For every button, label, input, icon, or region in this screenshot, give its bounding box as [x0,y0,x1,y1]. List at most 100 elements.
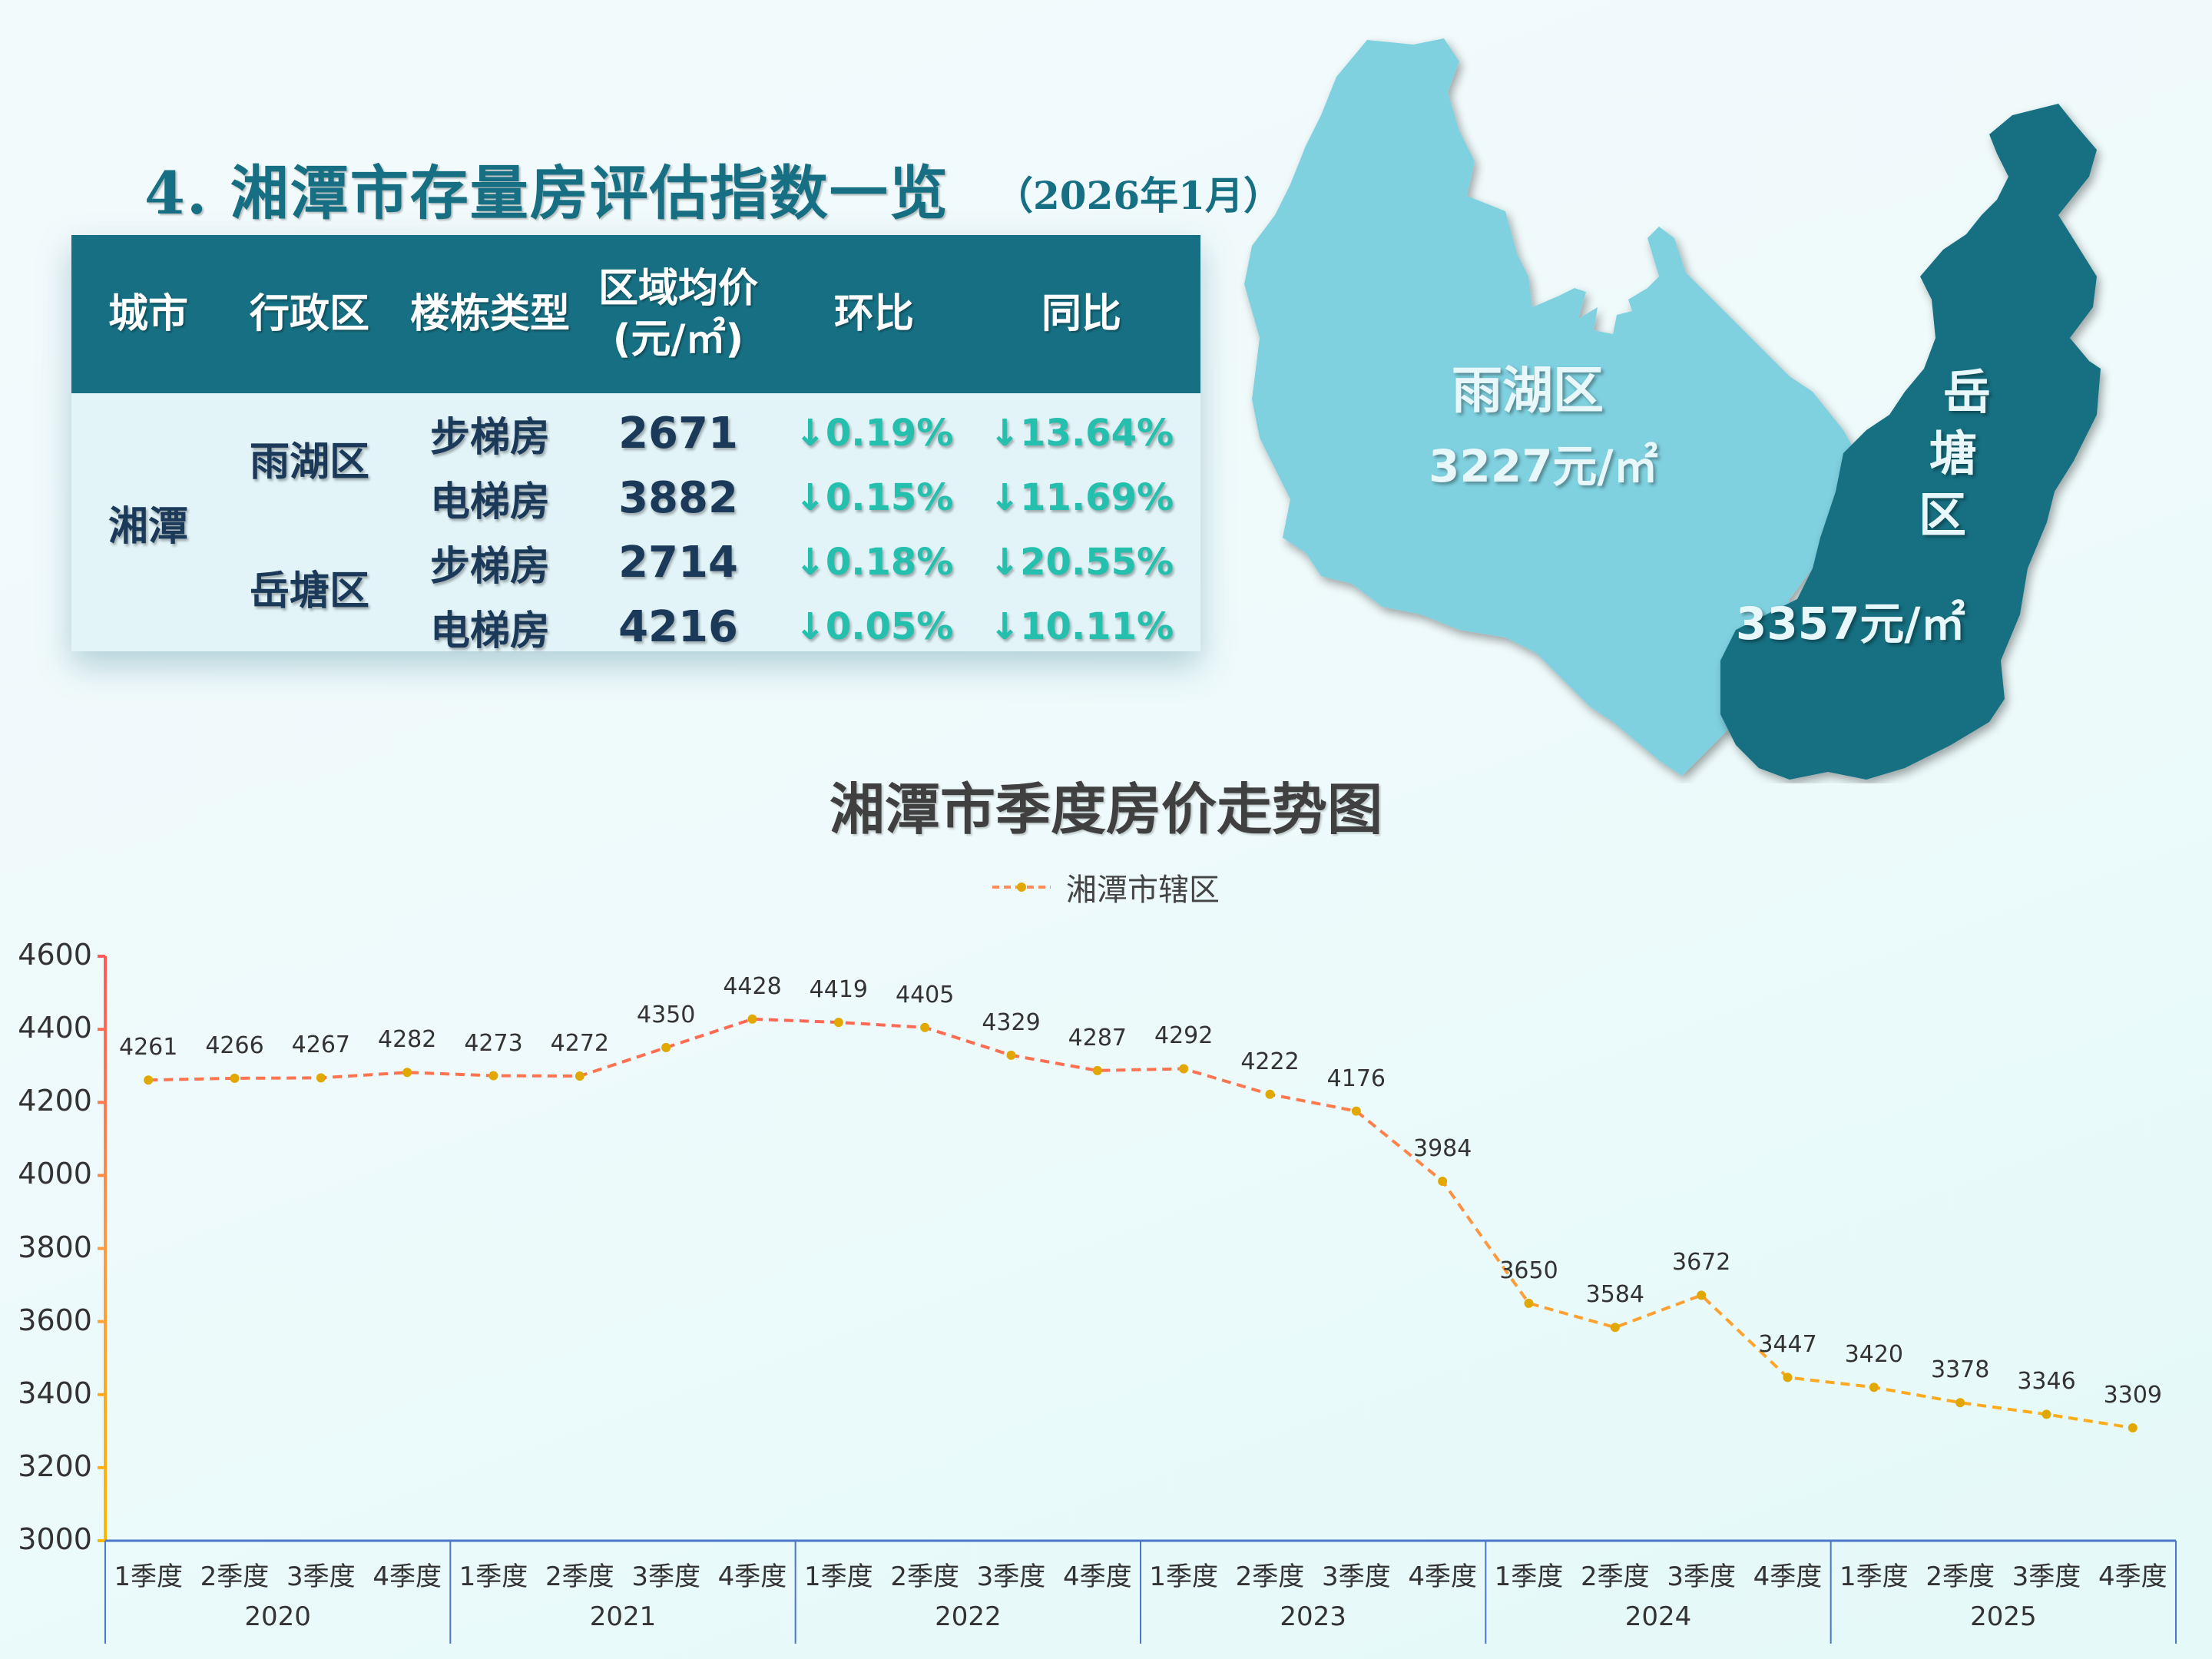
y-tick-label: 3200 [18,1449,92,1483]
cell-type: 电梯房 [429,478,550,525]
data-point[interactable] [1006,1050,1016,1060]
map-price-yuetang: 3357元/㎡ [1736,598,1965,650]
data-point[interactable] [575,1071,584,1081]
x-tick-label-quarter: 1季度 [1839,1561,1909,1592]
x-axis-year-dividers [104,1541,2177,1644]
col-building-type: 楼栋类型 [409,291,570,337]
map-label-yuetang-2: 塘 [1929,426,1978,482]
price-index-table: 城市 行政区 楼栋类型 区域均价 (元/㎡) 环比 同比 湘潭 雨湖区 岳塘区 … [71,235,1200,654]
data-label: 4428 [723,972,782,1000]
cell-mom: ↓0.15% [794,476,954,519]
y-tick-label: 3600 [18,1303,92,1337]
cell-type: 步梯房 [429,414,550,461]
x-tick-label-quarter: 4季度 [373,1561,442,1592]
data-label: 3447 [1758,1331,1817,1359]
district-map: 雨湖区 3227元/㎡ 岳 塘 区 3357元/㎡ [1229,31,2212,783]
data-point[interactable] [920,1022,930,1032]
data-point[interactable] [316,1073,326,1083]
x-tick-label-quarter: 3季度 [976,1561,1046,1592]
data-label: 4419 [809,976,869,1004]
chart-title: 湘潭市季度房价走势图 [829,777,1382,842]
x-tick-label-quarter: 1季度 [1494,1561,1564,1592]
data-point[interactable] [1869,1382,1879,1392]
data-point[interactable] [1265,1089,1275,1099]
cell-type: 电梯房 [429,608,550,654]
data-point[interactable] [402,1068,412,1078]
x-tick-label-quarter: 4季度 [2098,1561,2167,1592]
x-tick-label-quarter: 2季度 [545,1561,614,1592]
x-tick-label-quarter: 3季度 [1322,1561,1391,1592]
data-point[interactable] [2041,1409,2051,1419]
data-point[interactable] [230,1073,240,1083]
cell-mom: ↓0.05% [794,605,954,648]
data-label: 3650 [1499,1257,1558,1284]
x-tick-label-quarter: 3季度 [2012,1561,2081,1592]
data-label: 4222 [1240,1048,1300,1075]
data-point[interactable] [2128,1423,2137,1433]
map-region-yuetang[interactable] [1720,104,2101,780]
map-label-yuetang-1: 岳 [1943,364,1992,420]
col-avg-price-line1: 区域均价 [598,266,758,312]
data-point[interactable] [1438,1176,1448,1186]
data-point[interactable] [1524,1298,1534,1308]
col-mom: 环比 [833,291,914,337]
cell-yoy: ↓11.69% [988,476,1174,519]
data-label: 3378 [1930,1356,1990,1384]
cell-price: 2671 [618,408,738,459]
y-axis-ticks [98,955,105,1542]
series-line [148,1017,2134,1430]
data-point[interactable] [1610,1323,1620,1333]
data-point[interactable] [1783,1373,1793,1382]
col-avg-price-unit: (元/㎡) [612,316,744,363]
y-tick-label: 3000 [18,1522,92,1556]
x-tick-label-quarter: 3季度 [286,1561,356,1592]
y-tick-label: 3800 [18,1230,92,1264]
series-markers [144,1014,2137,1433]
data-point[interactable] [1351,1106,1361,1116]
data-point[interactable] [488,1071,498,1081]
col-yoy: 同比 [1041,291,1121,337]
x-tick-label-quarter: 4季度 [1408,1561,1477,1592]
data-label: 4287 [1068,1024,1128,1051]
x-tick-label-quarter: 1季度 [1149,1561,1218,1592]
data-point[interactable] [1697,1290,1707,1300]
data-label: 4350 [636,1001,696,1028]
data-point[interactable] [661,1042,671,1052]
cell-district: 雨湖区 [249,439,369,485]
data-point[interactable] [1179,1064,1189,1074]
data-point[interactable] [1955,1398,1965,1408]
x-tick-label-year: 2024 [1624,1601,1692,1632]
legend-label: 湘潭市辖区 [1066,873,1220,908]
cell-yoy: ↓13.64% [988,412,1174,455]
table-header: 城市 行政区 楼栋类型 区域均价 (元/㎡) 环比 同比 [71,235,1200,393]
cell-yoy: ↓20.55% [988,541,1174,584]
data-point[interactable] [1092,1065,1102,1075]
x-tick-label-quarter: 2季度 [1235,1561,1305,1592]
x-tick-label-year: 2023 [1280,1601,1346,1632]
data-label: 3672 [1671,1249,1731,1277]
x-tick-label-quarter: 2季度 [200,1561,270,1592]
data-point[interactable] [747,1014,757,1024]
map-region-yuhu[interactable] [1244,38,1866,776]
y-tick-label: 4200 [18,1084,92,1118]
legend-item[interactable]: 湘潭市辖区 [991,868,1220,908]
x-tick-label-quarter: 2季度 [890,1561,959,1592]
data-label: 3420 [1844,1341,1904,1369]
map-label-yuhu: 雨湖区 [1452,361,1604,420]
y-tick-label: 4400 [18,1011,92,1045]
data-label: 4272 [550,1030,610,1057]
data-label: 4282 [377,1026,437,1054]
x-tick-label-quarter: 1季度 [114,1561,183,1592]
data-point[interactable] [833,1018,843,1028]
x-tick-label-quarter: 1季度 [804,1561,873,1592]
data-label: 3984 [1412,1134,1472,1162]
data-label: 3584 [1585,1281,1645,1309]
map-label-yuetang-3: 区 [1919,487,1967,543]
data-point[interactable] [144,1075,154,1085]
data-label: 3346 [2017,1368,2076,1396]
col-avg-price: 区域均价 (元/㎡) [586,235,770,393]
data-label: 4273 [464,1029,523,1057]
x-tick-label-year: 2022 [935,1601,1002,1632]
x-tick-label-year: 2020 [244,1601,311,1632]
cell-yoy: ↓10.11% [988,605,1174,648]
